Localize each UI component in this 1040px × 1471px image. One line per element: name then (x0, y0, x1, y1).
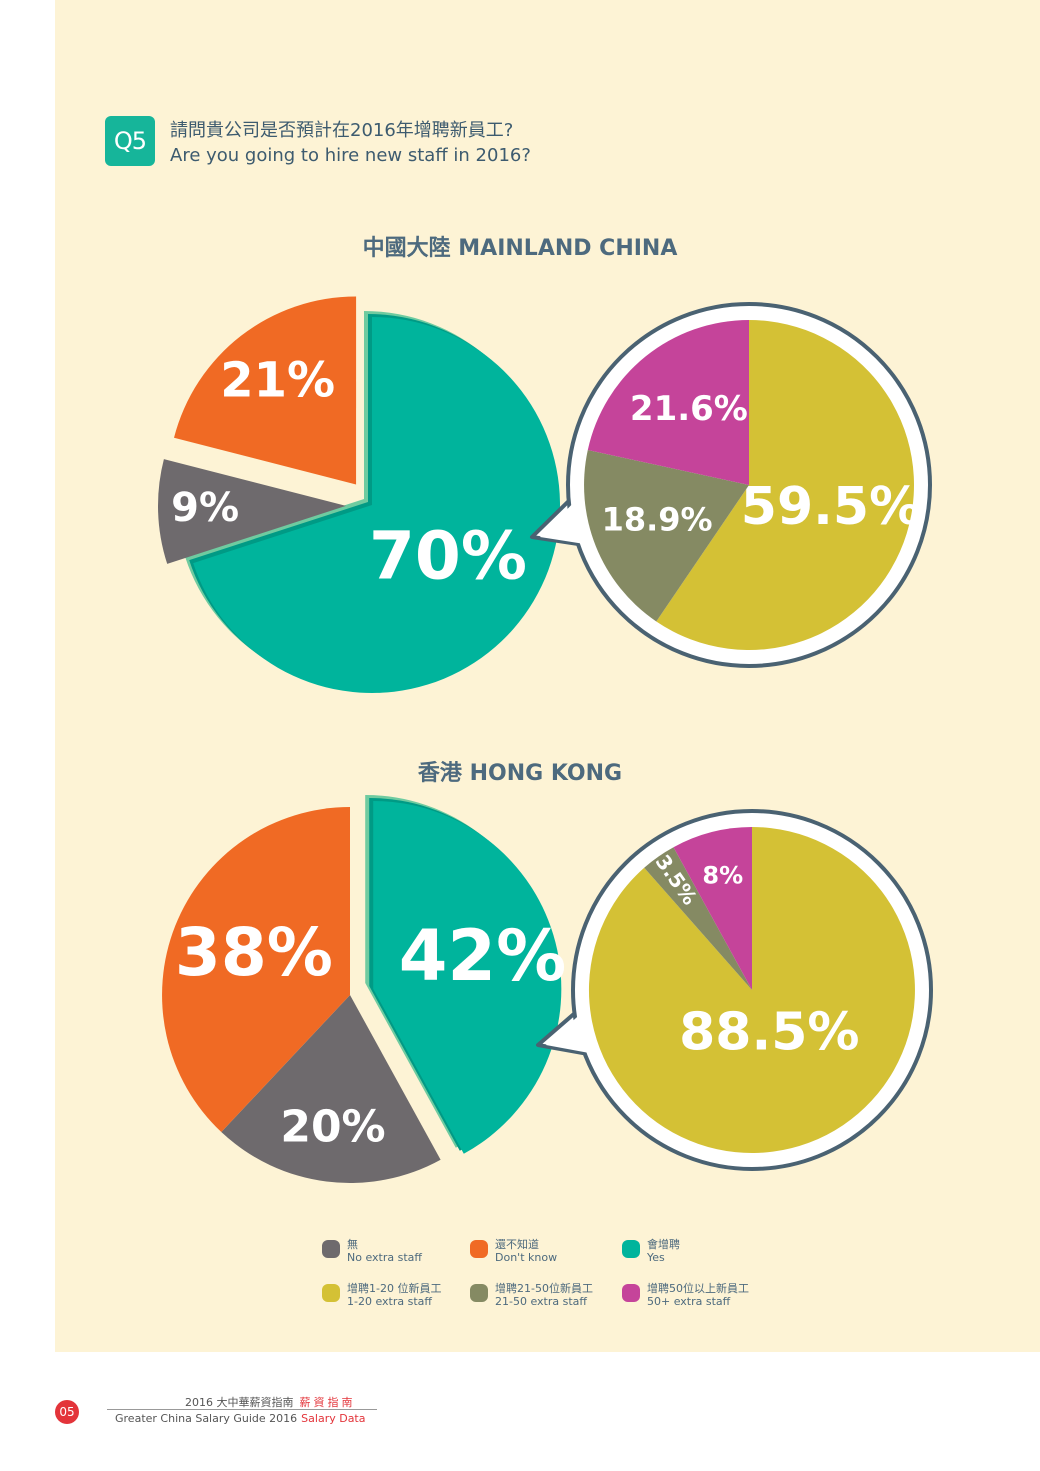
legend-swatch (322, 1284, 340, 1302)
chart-hong-kong: 42%20%38%88.5%3.5% 8% (162, 795, 933, 1183)
footer-title-en: Greater China Salary Guide 2016 Salary Da… (115, 1412, 366, 1425)
pie-slice-no_extra (221, 995, 441, 1183)
page-number: 05 (55, 1400, 79, 1424)
legend-label-zh: 增聘21-50位新員工 (495, 1282, 593, 1295)
legend-swatch (622, 1240, 640, 1258)
pie-slice-dont_know (174, 296, 357, 485)
legend-label-zh: 無 (347, 1238, 358, 1251)
pie-slice-dont_know (162, 807, 350, 1132)
legend-item-staff_21_50: 增聘21-50位新員工 21-50 extra staff (470, 1280, 620, 1316)
chart-title-mainland-china: 中國大陸 MAINLAND CHINA (362, 236, 678, 261)
legend-label-zh: 增聘1-20 位新員工 (347, 1282, 442, 1295)
question-text-zh: 請問貴公司是否預計在2016年增聘新員工? (170, 120, 514, 141)
pie-label-dont_know: 21% (220, 352, 335, 408)
legend-label-en: 21-50 extra staff (495, 1295, 587, 1308)
footer-title-zh-text: 2016 大中華薪資指南 (185, 1396, 294, 1409)
legend-item-dont_know: 還不知道 Don't know (470, 1236, 620, 1272)
question-text-en: Are you going to hire new staff in 2016? (170, 145, 531, 166)
pie-slice-staff_1_20 (588, 827, 915, 1153)
legend-item-staff_1_20: 增聘1-20 位新員工 1-20 extra staff (322, 1280, 472, 1316)
pie-slice-yes (193, 317, 560, 693)
pie-label-no_extra: 9% (171, 485, 239, 531)
pie-label-staff_1_20: 88.5% (679, 1003, 859, 1063)
legend-label-en: Yes (647, 1251, 665, 1264)
legend-item-staff_50_plus: 增聘50位以上新員工 50+ extra staff (622, 1280, 772, 1316)
pie-label-dont_know: 38% (175, 914, 333, 991)
pie-label-staff_50_plus: 8% (702, 861, 743, 889)
pie-slice-staff_21_50 (644, 847, 752, 990)
pie-label-no_extra: 20% (280, 1101, 385, 1152)
pie-label-staff_50_plus: 21.6% (630, 389, 748, 429)
chart-mainland-china: 70% 9% 21% 59.5% 18.9% 21.6% (158, 296, 932, 693)
legend-label-en: 50+ extra staff (647, 1295, 731, 1308)
pie-slice-staff_21_50 (584, 450, 749, 622)
legend-swatch (470, 1240, 488, 1258)
footer-title-zh: 2016 大中華薪資指南 薪資指南 (185, 1394, 356, 1410)
pie-slice-staff_1_20 (656, 320, 914, 651)
pie-slice-no_extra (158, 459, 347, 564)
bubble-tail-fill (540, 490, 591, 545)
footer-title-en-text: Greater China Salary Guide 2016 (115, 1412, 298, 1425)
pie-slice-staff_50_plus (673, 827, 752, 990)
legend-item-no_extra: 無 No extra staff (322, 1236, 472, 1272)
pie-label-staff_1_20: 59.5% (741, 477, 921, 537)
footer-title-en-accent: Salary Data (301, 1412, 366, 1425)
pie-slice-staff_50_plus (587, 320, 749, 485)
bubble-tail-fill (546, 1000, 600, 1055)
pie-label-yes: 70% (369, 517, 527, 594)
legend-label-zh: 會增聘 (647, 1238, 680, 1251)
chart-title-hong-kong: 香港 HONG KONG (417, 761, 623, 786)
footer-divider (107, 1409, 377, 1410)
legend-swatch (622, 1284, 640, 1302)
pie-label-staff_21_50: 18.9% (602, 501, 713, 539)
question-badge: Q5 (105, 116, 155, 166)
legend: 無 No extra staff 還不知道 Don't know 會增聘 Yes 增聘1-2… (322, 1236, 802, 1316)
legend-label-zh: 增聘50位以上新員工 (647, 1282, 749, 1295)
pie-label-yes: 42% (399, 915, 567, 997)
legend-label-en: 1-20 extra staff (347, 1295, 432, 1308)
legend-label-en: No extra staff (347, 1251, 422, 1264)
legend-swatch (322, 1240, 340, 1258)
legend-label-en: Don't know (495, 1251, 558, 1264)
legend-swatch (470, 1284, 488, 1302)
footer-title-zh-accent: 薪資指南 (299, 1396, 356, 1409)
legend-item-yes: 會增聘 Yes (622, 1236, 772, 1272)
legend-label-zh: 還不知道 (495, 1238, 539, 1251)
pie-slice-yes (373, 800, 562, 1154)
